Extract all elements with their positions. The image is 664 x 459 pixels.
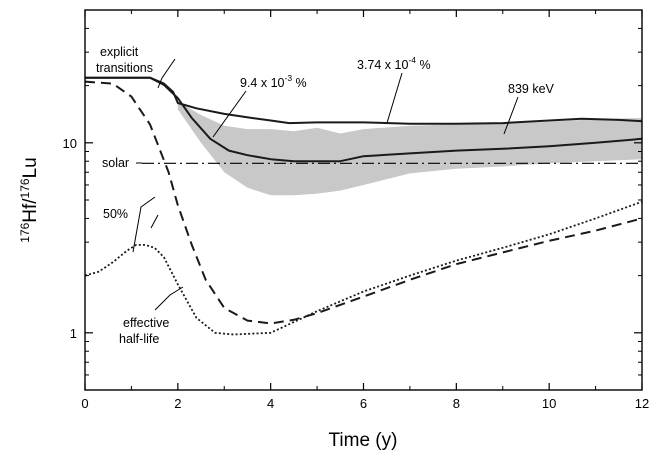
leader-layer [132,58,519,311]
series-lower-line [85,76,643,163]
annotation-839-kev: 839 keV [508,82,555,96]
annotation-half-life: half-life [119,332,159,346]
annotation-fifty-percent: 50% [103,207,128,221]
annotation-layer: explicit transitions 9.4 x 10-3 % 3.74 x… [96,45,555,346]
x-tick-label: 8 [453,396,460,411]
annotation-3-74-percent: 3.74 x 10-4 % [357,55,431,72]
annotation-solar: solar [102,156,129,170]
annotation-explicit-line2: transitions [96,61,153,75]
shaded-range-band [177,101,643,196]
series-effective-half-life-line [84,200,643,336]
tick-layer: 0 2 4 6 8 10 12 1 10 [63,9,649,411]
y-tick-label: 1 [70,326,77,341]
y-tick-label: 10 [63,136,77,151]
band-layer [177,101,643,196]
x-axis-label: Time (y) [329,430,398,451]
leader-839 [503,96,519,135]
annotation-effective: effective [123,316,169,330]
leader-3-74 [386,72,403,124]
series-50-line [84,80,643,325]
leader-explicit [157,58,176,89]
series-upper-line [85,76,643,125]
leader-9-4 [212,90,247,138]
x-tick-label: 6 [360,396,367,411]
x-tick-label: 10 [542,396,556,411]
x-tick-label: 2 [174,396,181,411]
y-axis-label: 176Hf/176Lu [18,157,41,242]
x-tick-label: 12 [635,396,649,411]
annotation-9-4-percent: 9.4 x 10-3 % [240,73,307,90]
leader-fifty-a [132,196,156,253]
series-layer [84,76,643,336]
leader-effective [154,286,184,311]
annotation-explicit-line1: explicit [100,45,139,59]
x-tick-label: 4 [267,396,274,411]
x-tick-label: 0 [81,396,88,411]
leader-fifty-b [150,214,159,229]
